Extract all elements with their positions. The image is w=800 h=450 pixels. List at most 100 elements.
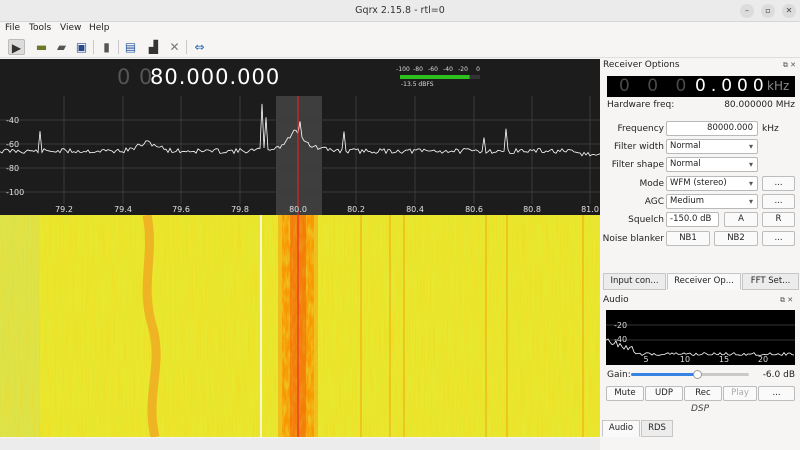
frequency-unit: kHz: [762, 124, 779, 134]
screen-icon[interactable]: ▤: [124, 40, 137, 54]
window-title: Gqrx 2.15.8 - rtl=0: [355, 5, 445, 16]
save-icon[interactable]: ▣: [75, 40, 88, 54]
zoom-fit-icon[interactable]: ⇔: [194, 40, 205, 54]
audio-title: Audio: [603, 295, 629, 305]
gain-slider-handle[interactable]: [693, 370, 703, 379]
maximize-button[interactable]: ▫: [761, 4, 775, 18]
audio-x-tick-label: 5: [643, 355, 648, 364]
meter-tick-label: -40: [443, 66, 453, 73]
udp-button[interactable]: UDP: [645, 386, 683, 401]
hardware-freq-label: Hardware freq:: [607, 100, 675, 110]
x-tick-label: 81.0: [581, 205, 599, 214]
audio-fft-plot[interactable]: -20 -40 5 10 15 20: [606, 310, 795, 365]
menu-view[interactable]: View: [60, 23, 82, 33]
lcd-leading: 0 0 0: [619, 76, 693, 96]
dsp-label: DSP: [690, 404, 710, 414]
gain-slider[interactable]: [631, 370, 749, 379]
level-meter-bar: [400, 75, 470, 79]
squelch-input[interactable]: -150.0 dB: [666, 212, 719, 227]
meter-tick-label: -80: [413, 66, 423, 73]
meter-tick-label: 0: [476, 66, 480, 73]
toolbar: ▶ ▬ ▰ ▣ ▮ ▤ ▟ ✕ ⇔: [0, 36, 800, 58]
receiver-frequency-lcd[interactable]: 0 0 0 0.000 kHz: [607, 76, 795, 97]
audio-dock-icons[interactable]: ⧉ ✕: [780, 296, 794, 304]
mode-select[interactable]: WFM (stereo): [666, 176, 758, 191]
x-tick-label: 80.8: [523, 205, 541, 214]
agc-select[interactable]: Medium: [666, 194, 758, 209]
audio-y-tick-label: -40: [614, 335, 627, 344]
tab-audio[interactable]: Audio: [602, 420, 640, 437]
tab-receiver-options[interactable]: Receiver Op...: [667, 273, 741, 290]
gain-label: Gain:: [607, 370, 631, 380]
hardware-freq-value: 80.000000 MHz: [724, 100, 795, 110]
level-meter: -100 -80 -60 -40 -20 0: [396, 66, 480, 79]
gain-value: -6.0 dB: [762, 370, 795, 380]
frequency-display[interactable]: 80.000.000: [150, 65, 281, 89]
nb1-button[interactable]: NB1: [666, 231, 710, 246]
audio-options-button[interactable]: ...: [758, 386, 795, 401]
menu-help[interactable]: Help: [89, 23, 110, 33]
x-tick-label: 80.4: [406, 205, 424, 214]
spectrum-plot[interactable]: -40 -60 -80 -100 79.2 79.4 79.6 79.8 80.0 80.2 80…: [0, 59, 600, 217]
x-tick-label: 79.6: [172, 205, 190, 214]
waterfall-display[interactable]: [0, 215, 600, 437]
filter-passband[interactable]: [276, 96, 322, 217]
x-tick-label: 79.4: [114, 205, 132, 214]
menu-bar: File Tools View Help: [0, 22, 800, 36]
mute-button[interactable]: Mute: [606, 386, 644, 401]
filter-width-select[interactable]: Normal: [666, 139, 758, 154]
y-tick-label: -40: [6, 116, 19, 125]
spectrum-svg: -40-60-80-100 79.2 79.4 79.6 79.8 80.0 80.2 80…: [0, 66, 600, 217]
filter-shape-label: Filter shape: [611, 160, 664, 170]
audio-spectrum-trace: [606, 338, 795, 356]
tab-rds[interactable]: RDS: [641, 420, 673, 437]
lcd-value: 0.000: [695, 76, 769, 96]
audio-y-tick-label: -20: [614, 321, 627, 330]
meter-tick-label: -100: [396, 66, 410, 73]
menu-tools[interactable]: Tools: [29, 23, 52, 33]
mode-label: Mode: [639, 179, 664, 189]
minimize-button[interactable]: –: [740, 4, 754, 18]
meter-tick-label: -20: [458, 66, 468, 73]
nb2-button[interactable]: NB2: [714, 231, 758, 246]
audio-x-tick-label: 20: [758, 355, 768, 364]
y-tick-label: -80: [6, 164, 19, 173]
tab-input-controls[interactable]: Input con...: [603, 273, 666, 290]
close-button[interactable]: ✕: [782, 4, 796, 18]
x-tick-label: 79.8: [231, 205, 249, 214]
tools-icon[interactable]: ✕: [169, 40, 180, 54]
audio-x-tick-label: 10: [680, 355, 690, 364]
meter-tick-label: -60: [428, 66, 438, 73]
start-dsp-icon[interactable]: ▶: [8, 39, 25, 55]
x-tick-label: 79.2: [55, 205, 73, 214]
squelch-auto-button[interactable]: A: [724, 212, 758, 227]
x-tick-label: 80.2: [347, 205, 365, 214]
squelch-reset-button[interactable]: R: [762, 212, 795, 227]
io-config-icon[interactable]: ▮: [103, 40, 110, 54]
tab-fft-settings[interactable]: FFT Set...: [742, 273, 799, 290]
frequency-input[interactable]: 80000.000: [666, 121, 758, 136]
play-button[interactable]: Play: [723, 386, 757, 401]
title-bar: Gqrx 2.15.8 - rtl=0 – ▫ ✕: [0, 0, 800, 22]
device-icon[interactable]: ▬: [35, 40, 48, 54]
rec-button[interactable]: Rec: [684, 386, 722, 401]
x-tick-label: 80.6: [465, 205, 483, 214]
receiver-options-title: Receiver Options: [603, 60, 680, 70]
filter-shape-select[interactable]: Normal: [666, 157, 758, 172]
audio-x-tick-label: 15: [719, 355, 729, 364]
waterfall-signal-wander: [142, 215, 161, 437]
frequency-display-leading: 0 0: [117, 65, 154, 89]
status-bar: [0, 438, 600, 450]
remote-control-icon[interactable]: ▟: [148, 40, 159, 54]
agc-options-button[interactable]: ...: [762, 194, 795, 209]
squelch-label: Squelch: [628, 215, 664, 225]
mode-options-button[interactable]: ...: [762, 176, 795, 191]
nb-options-button[interactable]: ...: [762, 231, 795, 246]
dock-float-close-icon[interactable]: ⧉ ✕: [782, 61, 796, 69]
level-meter-value: -13.5 dBFS: [401, 81, 434, 88]
receiver-options-dock: Receiver Options ⧉ ✕: [600, 59, 800, 450]
open-folder-icon[interactable]: ▰: [56, 40, 67, 54]
y-tick-label: -100: [6, 188, 24, 197]
x-tick-label: 80.0: [289, 205, 307, 214]
menu-file[interactable]: File: [5, 23, 21, 33]
